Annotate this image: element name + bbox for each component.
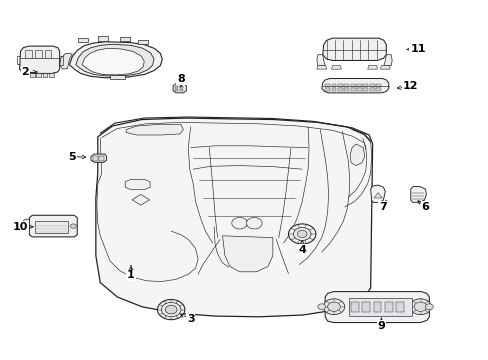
Polygon shape: [325, 292, 428, 323]
Circle shape: [246, 217, 262, 229]
Bar: [375, 88, 380, 91]
Polygon shape: [126, 124, 183, 135]
Text: 6: 6: [421, 202, 428, 212]
Polygon shape: [173, 84, 186, 93]
Bar: [356, 88, 361, 91]
Circle shape: [231, 217, 247, 229]
Bar: [356, 84, 361, 87]
Polygon shape: [370, 185, 385, 203]
Bar: [344, 88, 348, 91]
Bar: [93, 156, 98, 161]
Polygon shape: [20, 46, 60, 73]
Bar: [350, 88, 355, 91]
Bar: [45, 50, 51, 58]
Polygon shape: [380, 66, 389, 69]
Circle shape: [323, 299, 344, 315]
Polygon shape: [60, 53, 72, 69]
Bar: [325, 88, 329, 91]
Polygon shape: [125, 179, 150, 190]
Bar: [384, 302, 392, 312]
Text: 1: 1: [127, 270, 135, 280]
Bar: [49, 73, 54, 77]
Polygon shape: [132, 194, 149, 205]
Bar: [331, 88, 336, 91]
Bar: [138, 40, 147, 44]
Polygon shape: [331, 66, 341, 69]
Bar: [350, 302, 358, 312]
Circle shape: [70, 224, 76, 228]
Bar: [395, 302, 403, 312]
Circle shape: [161, 302, 181, 317]
Text: 9: 9: [377, 321, 385, 331]
Text: 4: 4: [298, 245, 305, 255]
Bar: [348, 298, 411, 316]
Bar: [373, 302, 381, 312]
Circle shape: [413, 302, 426, 311]
Circle shape: [288, 224, 315, 244]
Bar: [337, 84, 342, 87]
Polygon shape: [322, 38, 386, 60]
Text: 2: 2: [21, 67, 29, 77]
Text: 7: 7: [378, 202, 386, 212]
Bar: [120, 37, 129, 41]
Bar: [23, 73, 28, 77]
Polygon shape: [373, 193, 382, 198]
Bar: [363, 88, 367, 91]
Polygon shape: [82, 48, 144, 75]
Polygon shape: [222, 236, 272, 272]
Polygon shape: [316, 66, 326, 69]
Bar: [99, 156, 103, 161]
Polygon shape: [29, 215, 77, 237]
Bar: [35, 50, 41, 58]
Bar: [369, 88, 374, 91]
Bar: [363, 84, 367, 87]
Bar: [98, 36, 107, 41]
Bar: [110, 75, 124, 79]
Bar: [369, 84, 374, 87]
Circle shape: [327, 302, 340, 311]
Text: 5: 5: [68, 152, 76, 162]
Circle shape: [409, 299, 430, 315]
Circle shape: [165, 305, 177, 314]
Circle shape: [425, 304, 432, 310]
Bar: [362, 302, 369, 312]
Text: 8: 8: [177, 74, 184, 84]
Bar: [175, 89, 178, 91]
Bar: [35, 221, 68, 233]
Text: 3: 3: [186, 314, 194, 324]
Text: 10: 10: [13, 222, 28, 232]
Bar: [30, 73, 35, 77]
Circle shape: [297, 230, 306, 238]
Polygon shape: [349, 144, 364, 166]
Bar: [344, 84, 348, 87]
Bar: [331, 84, 336, 87]
Bar: [180, 86, 183, 88]
Polygon shape: [96, 118, 372, 317]
Circle shape: [317, 304, 325, 310]
Polygon shape: [76, 44, 154, 76]
Bar: [375, 84, 380, 87]
Polygon shape: [69, 42, 162, 78]
Bar: [350, 84, 355, 87]
Polygon shape: [23, 219, 29, 232]
Text: 11: 11: [409, 44, 425, 54]
Bar: [42, 73, 47, 77]
Bar: [78, 38, 88, 42]
Circle shape: [157, 300, 184, 320]
Polygon shape: [321, 78, 388, 93]
Bar: [25, 50, 32, 58]
Circle shape: [293, 228, 310, 240]
Bar: [175, 86, 178, 88]
Polygon shape: [383, 55, 391, 66]
Polygon shape: [91, 154, 106, 162]
Bar: [325, 84, 329, 87]
Bar: [36, 73, 41, 77]
Bar: [337, 88, 342, 91]
Bar: [180, 89, 183, 91]
Polygon shape: [316, 55, 325, 66]
Polygon shape: [410, 186, 426, 202]
Polygon shape: [367, 66, 377, 69]
Text: 12: 12: [402, 81, 418, 91]
